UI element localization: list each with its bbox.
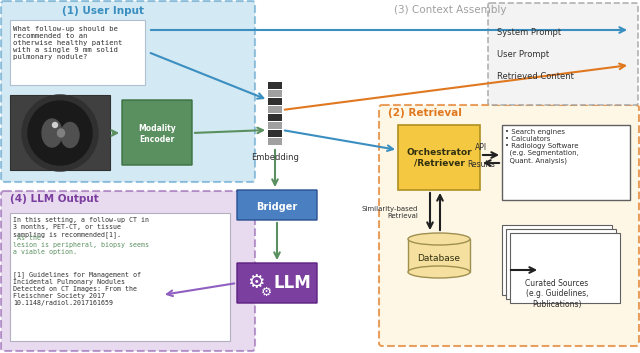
- Text: User Prompt: User Prompt: [497, 50, 549, 59]
- FancyBboxPatch shape: [268, 122, 282, 129]
- FancyBboxPatch shape: [502, 225, 612, 295]
- FancyBboxPatch shape: [268, 138, 282, 145]
- Text: (1) User Input: (1) User Input: [62, 6, 144, 16]
- Text: LLM: LLM: [273, 274, 311, 292]
- Text: What follow-up should be
recommended to an
otherwise healthy patient
with a sing: What follow-up should be recommended to …: [13, 26, 122, 60]
- FancyBboxPatch shape: [237, 263, 317, 303]
- FancyBboxPatch shape: [10, 95, 110, 170]
- FancyBboxPatch shape: [510, 233, 620, 303]
- Ellipse shape: [42, 119, 62, 147]
- FancyBboxPatch shape: [268, 106, 282, 113]
- FancyBboxPatch shape: [268, 82, 282, 89]
- Text: Embedding: Embedding: [251, 153, 299, 162]
- Text: • Search engines
• Calculators
• Radiology Software
  (e.g. Segmentation,
  Quan: • Search engines • Calculators • Radiolo…: [505, 129, 579, 164]
- Text: Results: Results: [467, 160, 495, 169]
- Ellipse shape: [58, 129, 65, 137]
- FancyBboxPatch shape: [398, 125, 480, 190]
- FancyBboxPatch shape: [268, 98, 282, 105]
- FancyBboxPatch shape: [506, 229, 616, 299]
- Text: Similarity-based
Retrieval: Similarity-based Retrieval: [362, 207, 418, 220]
- FancyBboxPatch shape: [1, 191, 255, 351]
- Text: Retrieved Content: Retrieved Content: [497, 72, 574, 81]
- Circle shape: [22, 95, 98, 171]
- FancyBboxPatch shape: [10, 20, 145, 85]
- Text: Bridger: Bridger: [257, 202, 298, 212]
- Text: (2) Retrieval: (2) Retrieval: [388, 108, 462, 118]
- FancyBboxPatch shape: [122, 100, 192, 165]
- FancyBboxPatch shape: [488, 3, 638, 105]
- FancyBboxPatch shape: [408, 239, 470, 272]
- Text: System Prompt: System Prompt: [497, 28, 561, 37]
- Text: Modality
Encoder: Modality Encoder: [138, 124, 176, 144]
- Ellipse shape: [408, 266, 470, 278]
- Text: API: API: [475, 143, 487, 152]
- FancyBboxPatch shape: [1, 1, 255, 182]
- Text: ⚙: ⚙: [260, 286, 271, 299]
- Text: ⚙: ⚙: [247, 274, 265, 293]
- Text: Orchestrator
/Retriever: Orchestrator /Retriever: [406, 148, 472, 167]
- FancyBboxPatch shape: [237, 190, 317, 220]
- FancyBboxPatch shape: [268, 114, 282, 121]
- Text: Database: Database: [417, 254, 461, 263]
- FancyBboxPatch shape: [268, 90, 282, 97]
- FancyBboxPatch shape: [10, 213, 230, 341]
- Circle shape: [52, 122, 58, 127]
- Text: [1] Guidelines for Management of
Incidental Pulmonary Nodules
Detected on CT Ima: [1] Guidelines for Management of Inciden…: [13, 264, 141, 306]
- Text: In this setting, a follow-up CT in
3 months, PET-CT, or tissue
sampling is recom: In this setting, a follow-up CT in 3 mon…: [13, 217, 149, 238]
- Text: (4) LLM Output: (4) LLM Output: [10, 194, 99, 204]
- FancyBboxPatch shape: [502, 125, 630, 200]
- Circle shape: [28, 101, 92, 165]
- Text: As the
lesion is peripheral, biopsy seems
a viable option.: As the lesion is peripheral, biopsy seem…: [13, 235, 149, 255]
- Text: Curated Sources
(e.g. Guidelines,
Publications): Curated Sources (e.g. Guidelines, Public…: [525, 279, 589, 309]
- FancyBboxPatch shape: [379, 105, 639, 346]
- FancyBboxPatch shape: [268, 130, 282, 137]
- Ellipse shape: [61, 122, 79, 148]
- Ellipse shape: [408, 233, 470, 245]
- Text: (3) Context Assembly: (3) Context Assembly: [394, 5, 506, 15]
